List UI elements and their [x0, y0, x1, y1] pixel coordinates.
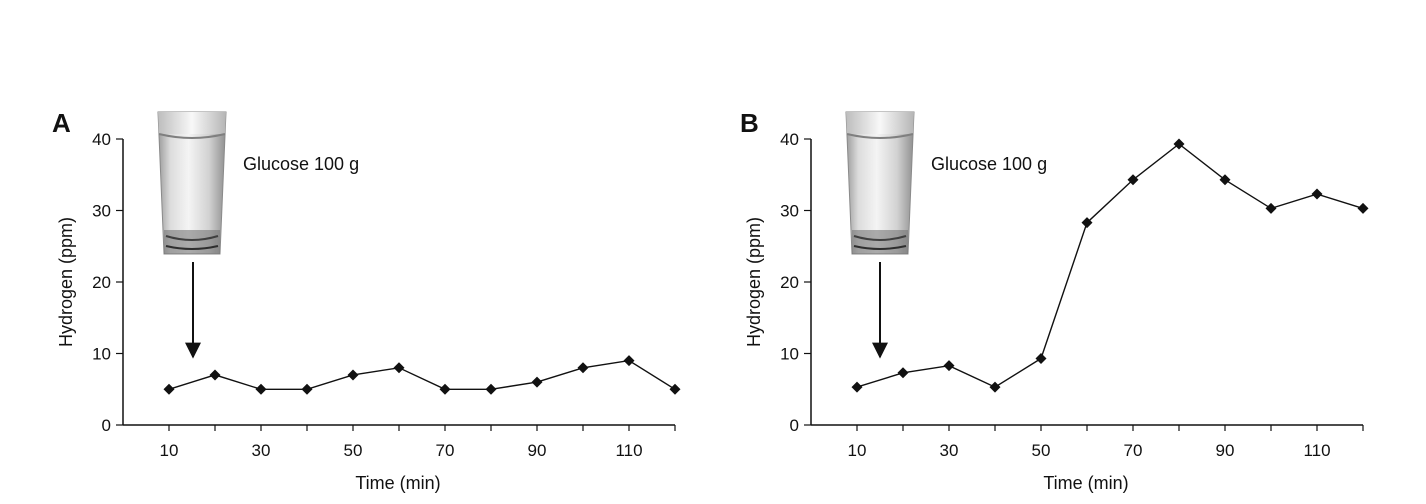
panel-b-y-tick-label: 0: [790, 416, 799, 435]
panel-a-ylabel: Hydrogen (ppm): [56, 217, 76, 347]
panel-b-data-point: [1311, 188, 1323, 200]
panel-a-data-point: [347, 369, 359, 381]
panel-b-x-tick-label: 10: [848, 441, 867, 460]
panel-b-letter: B: [740, 108, 759, 138]
panel-a-data-point: [531, 376, 543, 388]
panel-b-series-line: [856, 143, 1364, 388]
panel-a-data-point: [209, 369, 221, 381]
panel-a-x-tick-label: 10: [160, 441, 179, 460]
panel-a-y-tick-label: 0: [102, 416, 111, 435]
panel-b-glass-icon: [845, 111, 915, 255]
panel-a-annotation: Glucose 100 g: [243, 154, 359, 174]
panel-b-xlabel: Time (min): [1043, 473, 1128, 493]
panel-b-data-point: [851, 381, 863, 393]
panel-b-data-point: [943, 360, 955, 372]
panel-a-data-point: [301, 383, 313, 395]
panel-b-y-tick-label: 20: [780, 273, 799, 292]
panel-a-data-point: [577, 362, 589, 374]
panel-a: A Glucose 100 g 10 30 50 70 90 110 0 10 20 30 40 T…: [52, 108, 681, 493]
panel-a-data-point: [485, 383, 497, 395]
panel-b-data-point: [1265, 202, 1277, 214]
panel-a-y-tick-label: 40: [92, 130, 111, 149]
panel-a-data-point: [623, 355, 635, 367]
panel-a-y-tick-label: 20: [92, 273, 111, 292]
panel-a-xlabel: Time (min): [355, 473, 440, 493]
panel-b-data-point: [1219, 174, 1231, 186]
panel-a-x-tick-label: 30: [252, 441, 271, 460]
panel-b-data-point: [1127, 174, 1139, 186]
panel-b-data-point: [1035, 353, 1047, 365]
panel-b-x-tick-label: 50: [1032, 441, 1051, 460]
panel-b-y-tick-label: 30: [780, 202, 799, 221]
panel-a-y-tick-label: 30: [92, 202, 111, 221]
panel-b-data-point: [1357, 202, 1369, 214]
panel-b-data-point: [897, 367, 909, 379]
panel-a-glass-icon: [157, 111, 227, 255]
panel-b-x-tick-label: 30: [940, 441, 959, 460]
panel-a-series-line: [168, 359, 676, 390]
panel-a-x-tick-label: 90: [528, 441, 547, 460]
panel-b-x-tick-label: 90: [1216, 441, 1235, 460]
panel-b-data-point: [1081, 217, 1093, 229]
panel-b-plot: 10 30 50 70 90 110 0 10 20 30 40: [780, 130, 1369, 460]
panel-b-annotation: Glucose 100 g: [931, 154, 1047, 174]
panel-a-x-tick-label: 70: [436, 441, 455, 460]
panel-a-y-tick-label: 10: [92, 345, 111, 364]
panel-b-x-tick-label: 70: [1124, 441, 1143, 460]
panel-b-x-tick-label: 110: [1303, 441, 1330, 460]
panel-b: B Glucose 100 g 10 30 50 70 90 110 0 10 20 30 40 T…: [740, 108, 1369, 493]
panel-a-data-point: [255, 383, 267, 395]
panel-a-plot: 10 30 50 70 90 110 0 10 20 30 40: [92, 130, 681, 460]
panel-a-data-point: [439, 383, 451, 395]
panel-b-ylabel: Hydrogen (ppm): [744, 217, 764, 347]
panel-a-x-tick-label: 110: [615, 441, 642, 460]
panel-a-data-point: [669, 383, 681, 395]
panel-b-y-tick-label: 10: [780, 345, 799, 364]
panel-a-data-point: [393, 362, 405, 374]
panel-b-data-point: [1173, 138, 1185, 150]
panel-a-data-point: [163, 383, 175, 395]
panel-b-data-point: [989, 381, 1001, 393]
panel-a-x-tick-label: 50: [344, 441, 363, 460]
panel-a-letter: A: [52, 108, 71, 138]
panel-b-y-tick-label: 40: [780, 130, 799, 149]
